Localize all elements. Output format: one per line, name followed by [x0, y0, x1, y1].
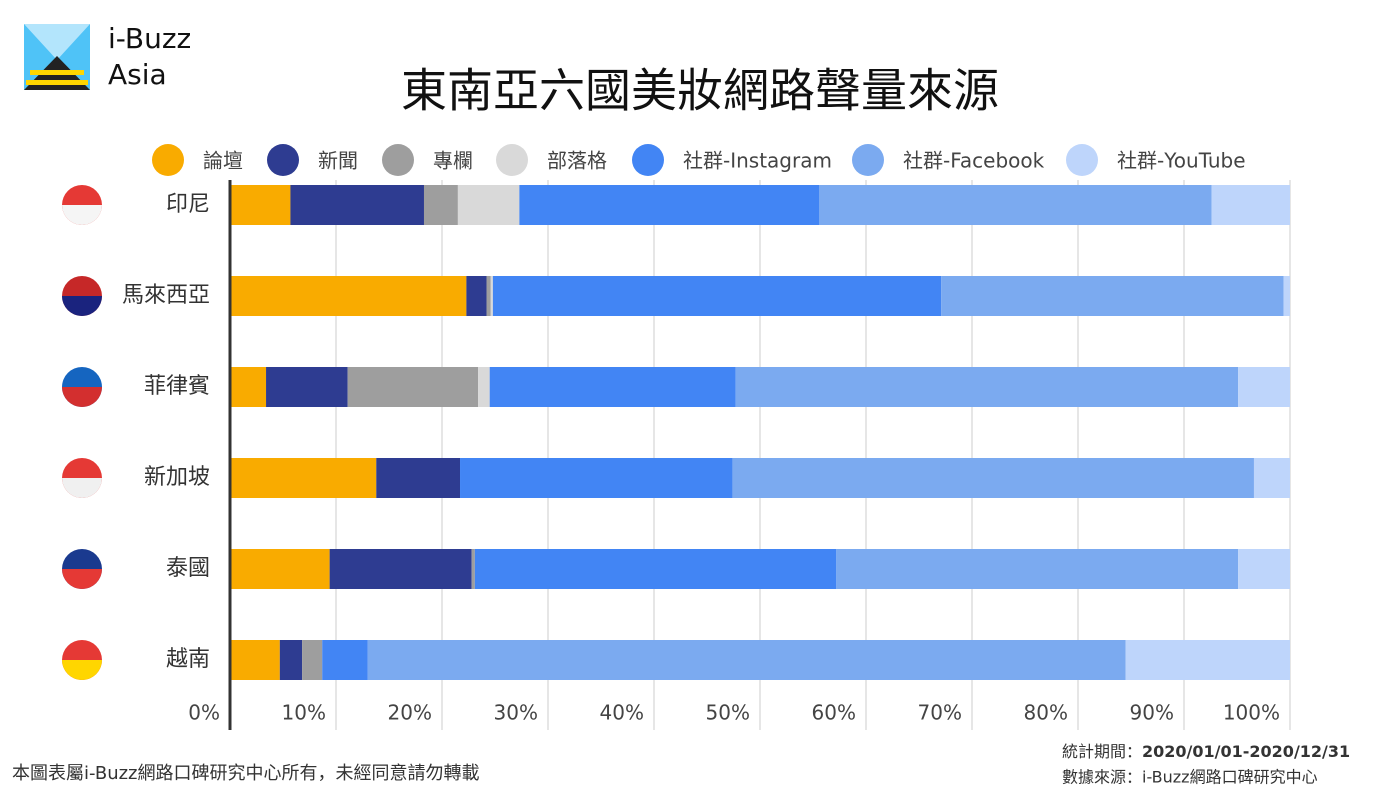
- bar-segment: [941, 276, 1284, 316]
- logo-shape: [24, 24, 90, 60]
- bar-segment: [732, 458, 1254, 498]
- bar-segment: [290, 185, 424, 225]
- bar-segment: [471, 549, 475, 589]
- category-label: 菲律賓: [144, 374, 210, 399]
- brand-line: Asia: [108, 58, 167, 91]
- legend-label: 專欄: [433, 149, 473, 173]
- bar-segment: [230, 458, 377, 498]
- legend-marker: [632, 144, 664, 176]
- x-tick-label: 60%: [812, 701, 856, 725]
- legend-marker: [496, 144, 528, 176]
- legend-label: 社群-YouTube: [1117, 149, 1246, 173]
- bar-segment: [474, 549, 837, 589]
- bar-segment: [1238, 367, 1290, 407]
- bar-segment: [230, 549, 330, 589]
- flag: [62, 569, 102, 589]
- bar-segment: [230, 276, 467, 316]
- brand-line: i-Buzz: [108, 22, 191, 55]
- legend-label: 社群-Instagram: [683, 149, 832, 173]
- legend-label: 部落格: [547, 149, 607, 173]
- legend-marker: [1066, 144, 1098, 176]
- bar-segment: [486, 276, 491, 316]
- bar-segment: [457, 185, 520, 225]
- x-tick-label: 30%: [494, 701, 538, 725]
- x-tick-label: 70%: [918, 701, 962, 725]
- bar-segment: [490, 276, 493, 316]
- flag: [62, 660, 102, 680]
- bar-segment: [466, 276, 487, 316]
- bar-segment: [492, 276, 942, 316]
- bar-segment: [1211, 185, 1290, 225]
- period-label: 統計期間：: [1062, 742, 1142, 761]
- bar-segment: [735, 367, 1239, 407]
- category-label: 馬來西亞: [122, 283, 210, 308]
- legend-marker: [152, 144, 184, 176]
- x-tick-label: 10%: [282, 701, 326, 725]
- bar-segment: [460, 458, 733, 498]
- bar-segment: [1253, 458, 1290, 498]
- footer-text: 統計期間：2020/01/01-2020/12/31: [1062, 742, 1350, 761]
- x-tick-label: 90%: [1130, 701, 1174, 725]
- flag: [62, 478, 102, 498]
- logo: i-Buzz Asia: [24, 22, 191, 91]
- flag: [62, 296, 102, 316]
- bar-segment: [322, 640, 368, 680]
- bar-segment: [230, 367, 267, 407]
- bar-segment: [1283, 276, 1290, 316]
- period-value: 2020/01/01-2020/12/31: [1142, 742, 1350, 761]
- legend-label: 社群-Facebook: [903, 149, 1045, 173]
- legend-label: 論壇: [203, 149, 243, 173]
- bar-segment: [279, 640, 303, 680]
- x-tick-label: 40%: [600, 701, 644, 725]
- category-label: 泰國: [166, 556, 210, 581]
- x-tick-label: 0%: [188, 701, 220, 725]
- flag: [62, 205, 102, 225]
- bar-segment: [230, 185, 291, 225]
- category-label: 印尼: [166, 192, 210, 217]
- logo-stripe: [26, 80, 88, 85]
- bar-segment: [347, 367, 479, 407]
- bar-segment: [519, 185, 820, 225]
- bar-segment: [1125, 640, 1290, 680]
- copyright: 本圖表屬i-Buzz網路口碑研究中心所有，未經同意請勿轉載: [12, 763, 480, 784]
- bar-segment: [266, 367, 348, 407]
- bar-segment: [329, 549, 472, 589]
- bar-segment: [478, 367, 490, 407]
- legend-label: 新聞: [318, 149, 358, 173]
- bar-segment: [489, 367, 736, 407]
- bar-segment: [376, 458, 461, 498]
- category-label: 新加坡: [144, 465, 210, 490]
- category-label: 越南: [166, 647, 210, 672]
- x-tick-label: 50%: [706, 701, 750, 725]
- flag: [62, 387, 102, 407]
- legend-marker: [382, 144, 414, 176]
- bar-segment: [836, 549, 1239, 589]
- bar-segment: [230, 640, 280, 680]
- x-tick-label: 80%: [1024, 701, 1068, 725]
- bar-segment: [1238, 549, 1290, 589]
- legend-marker: [852, 144, 884, 176]
- chart-title: 東南亞六國美妝網路聲量來源: [401, 64, 999, 118]
- bar-segment: [819, 185, 1212, 225]
- x-tick-label: 20%: [388, 701, 432, 725]
- bar-segment: [367, 640, 1126, 680]
- bar-segment: [302, 640, 323, 680]
- footer-text: 數據來源：i-Buzz網路口碑研究中心: [1062, 768, 1318, 787]
- bar-segment: [423, 185, 458, 225]
- legend-marker: [267, 144, 299, 176]
- logo-stripe: [30, 70, 84, 75]
- x-tick-label: 100%: [1223, 701, 1280, 725]
